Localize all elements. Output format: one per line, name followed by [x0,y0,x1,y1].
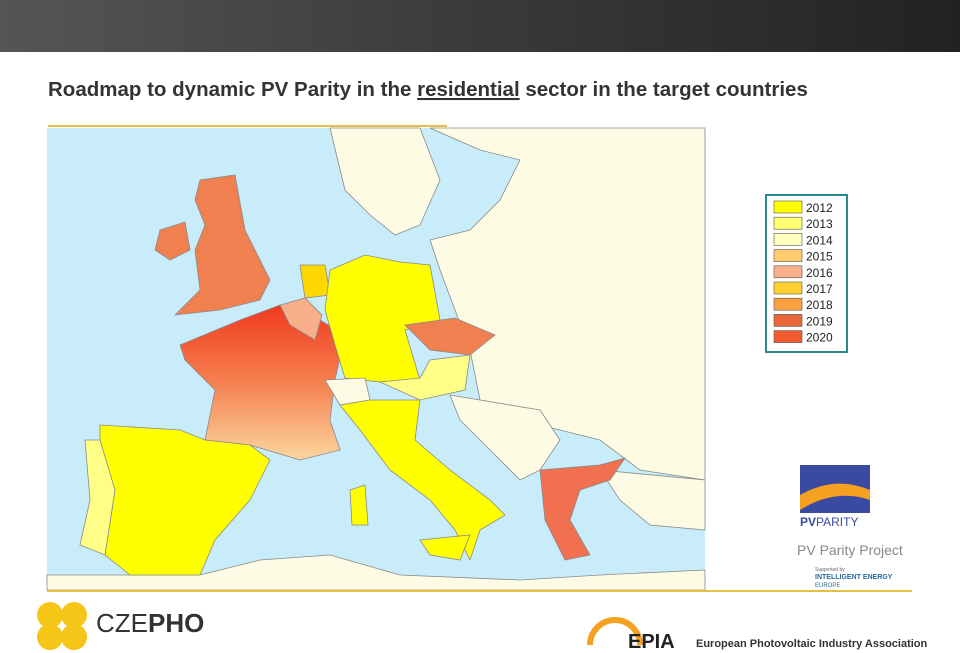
legend-label: 2019 [806,314,833,328]
ireland [154,221,191,261]
epia-full: European Photovoltaic Industry Associati… [696,638,928,650]
parity: PARITY [816,515,858,529]
legend-label: 2014 [806,233,833,247]
belgium [279,297,323,341]
logo-swoosh [800,483,870,510]
legend-label: 2020 [806,331,833,345]
legend-swatch [773,265,803,279]
iee: INTELLIGENT ENERGY [815,574,893,581]
title-part: Roadmap to dynamic PV Parity in the [48,78,417,101]
legend-swatch [773,330,803,343]
portugal [79,439,116,556]
title-part: residential [417,78,520,101]
title-part: sector in the target countries [520,78,808,101]
epia-name: EPIA [628,631,675,653]
legend-label: 2013 [806,217,833,231]
legend-swatch [773,314,803,327]
map [46,127,706,591]
legend-label: 2012 [806,201,833,215]
logo-icon [37,602,63,628]
germany [324,254,441,383]
italy [339,399,506,562]
logo-icon [37,624,63,650]
netherlands [299,264,331,299]
pv: PV [800,515,816,529]
greece [539,457,626,561]
slide-title: Roadmap to dynamic PV Parity in the resi… [48,78,808,101]
logo-icon [61,624,87,650]
legend-label: 2015 [806,250,833,264]
uk [173,174,271,316]
czepho-a: CZE [96,608,148,638]
legend-swatch [773,281,803,295]
project-name: PV Parity Project [797,542,903,558]
czepho-name: CZEPHO [96,608,204,638]
legend-swatch [773,233,803,246]
legend-swatch [773,216,803,230]
legend-label: 2016 [806,266,833,280]
pvparity-logo: PVPARITY PV Parity Project Supported by … [797,465,903,589]
czech-republic [404,317,496,356]
epia-logo: EPIA European Photovoltaic Industry Asso… [587,617,928,653]
eastern-europe [429,127,706,481]
scandinavia [329,127,441,236]
logo-arc [587,617,643,646]
legend-label: 2018 [806,298,833,312]
legend-label: 2017 [806,282,833,296]
legend: 2012 2013 2014 2015 2016 2017 2018 2019 2020 [773,200,833,345]
legend-swatch [773,297,803,311]
supported-by: Supported by [815,567,845,573]
czepho-logo: CZEPHO [37,602,204,650]
logo-icon [61,602,87,628]
sicily [419,534,471,561]
legend-swatch [773,200,803,214]
top-bar [0,0,960,52]
czepho-b: PHO [148,608,204,638]
iee2: EUROPE [815,583,840,589]
sardinia [349,484,369,526]
turkey [599,469,706,531]
pvparity-name: PVPARITY [800,515,858,529]
legend-swatch [773,249,803,262]
balkans [449,394,561,481]
